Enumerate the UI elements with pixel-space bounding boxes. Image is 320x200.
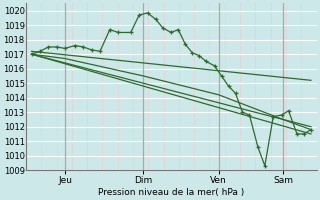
- X-axis label: Pression niveau de la mer( hPa ): Pression niveau de la mer( hPa ): [98, 188, 244, 197]
